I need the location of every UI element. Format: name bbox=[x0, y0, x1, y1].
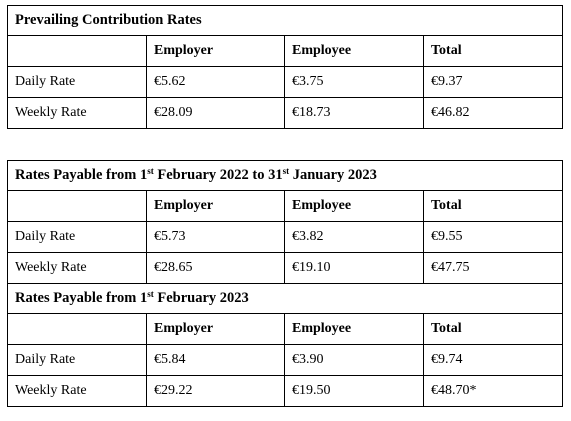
header-employer: Employer bbox=[146, 313, 285, 345]
employee-value: €3.90 bbox=[284, 344, 424, 376]
table-row: Weekly Rate €28.09 €18.73 €46.82 bbox=[7, 97, 563, 129]
header-row: Employer Employee Total bbox=[7, 190, 563, 222]
employee-value: €18.73 bbox=[284, 97, 424, 129]
row-label: Daily Rate bbox=[7, 66, 147, 98]
row-label: Daily Rate bbox=[7, 344, 147, 376]
rates-2023-title: Rates Payable from 1st February 2023 bbox=[7, 283, 563, 314]
header-empty-cell bbox=[7, 190, 147, 222]
rates-2022-title: Rates Payable from 1st February 2022 to … bbox=[7, 160, 563, 191]
header-employer: Employer bbox=[146, 35, 285, 67]
row-label: Weekly Rate bbox=[7, 97, 147, 129]
table-row: Weekly Rate €29.22 €19.50 €48.70* bbox=[7, 375, 563, 407]
employer-value: €28.65 bbox=[146, 252, 285, 284]
employer-value: €5.73 bbox=[146, 221, 285, 253]
table-title-row: Rates Payable from 1st February 2022 to … bbox=[7, 160, 563, 191]
total-value: €48.70* bbox=[423, 375, 563, 407]
table-title-row: Rates Payable from 1st February 2023 bbox=[7, 283, 563, 314]
total-value: €9.74 bbox=[423, 344, 563, 376]
header-empty-cell bbox=[7, 313, 147, 345]
header-row: Employer Employee Total bbox=[7, 313, 563, 345]
employer-value: €29.22 bbox=[146, 375, 285, 407]
table-title-row: Prevailing Contribution Rates bbox=[7, 5, 563, 36]
row-label: Daily Rate bbox=[7, 221, 147, 253]
total-value: €46.82 bbox=[423, 97, 563, 129]
row-label: Weekly Rate bbox=[7, 375, 147, 407]
employer-value: €5.62 bbox=[146, 66, 285, 98]
title-text: February 2022 to 31 bbox=[153, 167, 283, 183]
employee-value: €3.82 bbox=[284, 221, 424, 253]
ordinal-suffix: st bbox=[282, 166, 290, 176]
header-employee: Employee bbox=[284, 313, 424, 345]
total-value: €9.37 bbox=[423, 66, 563, 98]
title-text: Rates Payable from 1 bbox=[15, 167, 148, 183]
future-rates-table: Rates Payable from 1st February 2022 to … bbox=[7, 160, 563, 407]
table-row: Daily Rate €5.73 €3.82 €9.55 bbox=[7, 221, 563, 253]
employee-value: €19.10 bbox=[284, 252, 424, 284]
prevailing-rates-title: Prevailing Contribution Rates bbox=[7, 5, 563, 36]
header-row: Employer Employee Total bbox=[7, 35, 563, 67]
employer-value: €5.84 bbox=[146, 344, 285, 376]
prevailing-rates-table: Prevailing Contribution Rates Employer E… bbox=[7, 5, 563, 129]
ordinal-suffix: st bbox=[147, 166, 154, 176]
employer-value: €28.09 bbox=[146, 97, 285, 129]
header-employee: Employee bbox=[284, 35, 424, 67]
header-total: Total bbox=[423, 35, 563, 67]
header-total: Total bbox=[423, 313, 563, 345]
header-empty-cell bbox=[7, 35, 147, 67]
header-employer: Employer bbox=[146, 190, 285, 222]
total-value: €9.55 bbox=[423, 221, 563, 253]
title-text: February 2023 bbox=[153, 290, 249, 306]
employee-value: €19.50 bbox=[284, 375, 424, 407]
row-label: Weekly Rate bbox=[7, 252, 147, 284]
table-row: Daily Rate €5.84 €3.90 €9.74 bbox=[7, 344, 563, 376]
total-value: €47.75 bbox=[423, 252, 563, 284]
employee-value: €3.75 bbox=[284, 66, 424, 98]
table-row: Weekly Rate €28.65 €19.10 €47.75 bbox=[7, 252, 563, 284]
ordinal-suffix: st bbox=[147, 289, 154, 299]
header-employee: Employee bbox=[284, 190, 424, 222]
header-total: Total bbox=[423, 190, 563, 222]
title-text: Rates Payable from 1 bbox=[15, 290, 148, 306]
title-text: January 2023 bbox=[289, 167, 377, 183]
table-row: Daily Rate €5.62 €3.75 €9.37 bbox=[7, 66, 563, 98]
